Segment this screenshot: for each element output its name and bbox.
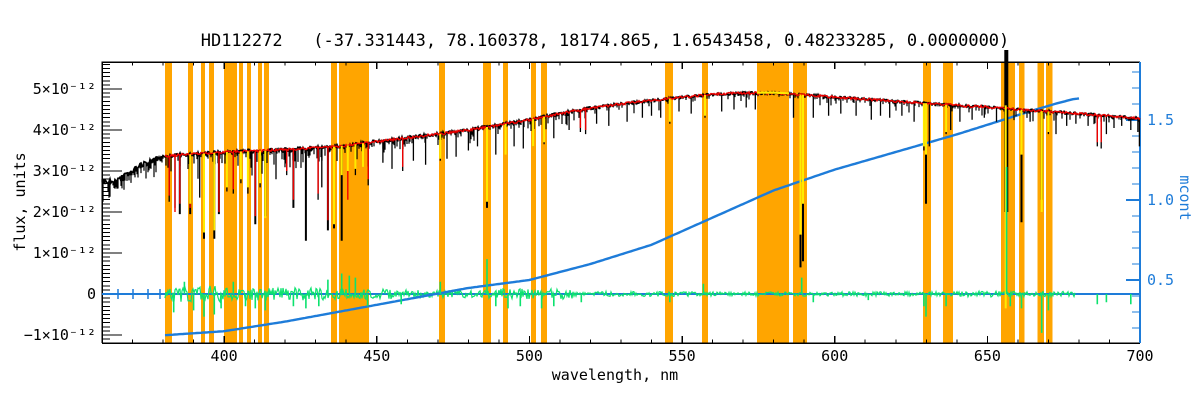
y-tick-label: 5×10⁻¹² [33, 80, 96, 98]
wavelength-axis-label: wavelength, nm [551, 366, 679, 384]
masked-band [224, 62, 237, 343]
mcont-minor-ticks [1132, 71, 1140, 329]
y-tick-label: 1×10⁻¹² [33, 244, 96, 262]
mcont-major-ticks [1126, 119, 1140, 281]
masked-band [164, 62, 172, 343]
fit-absorption-lines [168, 94, 1102, 229]
masked-band [247, 62, 251, 343]
fit-series [164, 90, 1141, 229]
x-tick-label: 550 [669, 347, 696, 365]
mcont-tick-label: 1.5 [1147, 111, 1174, 129]
y-tick-label: −1×10⁻¹² [24, 326, 96, 344]
masked-band [502, 62, 509, 343]
masked-band [338, 62, 369, 343]
masked-band [541, 62, 547, 343]
minor-ticks [102, 62, 1110, 344]
plot-title: HD112272 (-37.331443, 78.160378, 18174.8… [200, 31, 1010, 51]
observed-noise-spikes [101, 91, 1140, 202]
x-tick-label: 400 [211, 347, 238, 365]
y-tick-label: 2×10⁻¹² [33, 203, 96, 221]
masked-fit-lines [189, 94, 1050, 309]
absorption-lines-deep [178, 94, 1043, 268]
zero-line-error-ticks [117, 289, 161, 299]
mcont-tick-label: 0.5 [1147, 271, 1174, 289]
mcont-tick-label: 1.0 [1147, 191, 1174, 209]
observed-series [101, 50, 1141, 268]
residual-spikes [172, 166, 1132, 333]
masked-band [665, 62, 673, 343]
absorption-lines [168, 93, 1141, 208]
masked-band [208, 62, 215, 343]
masked-band [942, 62, 953, 343]
tick-labels: 400 450 500 550 600 650 700 5×10⁻¹² 4×10⁻¹² 3×10⁻… [24, 80, 1174, 365]
x-tick-label: 700 [1126, 347, 1153, 365]
masked-band [258, 62, 262, 343]
major-ticks [102, 62, 1141, 343]
masked-band [701, 62, 708, 343]
residual-series [164, 285, 1076, 304]
x-tick-label: 450 [363, 347, 390, 365]
masked-band [530, 62, 536, 343]
x-tick-label: 600 [821, 347, 848, 365]
masked-band [756, 62, 789, 343]
masked-band [239, 62, 244, 343]
masked-band [200, 62, 205, 343]
x-tick-label: 500 [516, 347, 543, 365]
y-tick-label: 4×10⁻¹² [33, 121, 96, 139]
masked-band [1046, 62, 1053, 343]
x-tick-label: 650 [974, 347, 1001, 365]
masked-band [439, 62, 445, 343]
masked-band [264, 62, 269, 343]
plot-frame [101, 61, 1141, 344]
mcont-series [164, 97, 1080, 337]
y-tick-label: 0 [87, 285, 96, 303]
y-tick-label: 3×10⁻¹² [33, 162, 96, 180]
masked-fit-series [189, 91, 1050, 309]
